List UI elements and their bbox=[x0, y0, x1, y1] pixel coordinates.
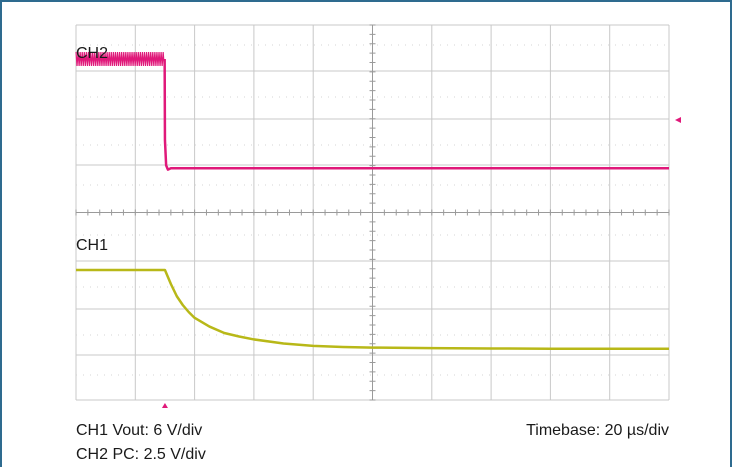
ch1-label: CH1 bbox=[76, 237, 108, 254]
ch2-scale-caption: CH2 PC: 2.5 V/div bbox=[76, 446, 206, 463]
ch2-ripple-band bbox=[75, 51, 165, 67]
ch1-scale-caption: CH1 Vout: 6 V/div bbox=[76, 422, 202, 439]
scope-markers bbox=[161, 117, 681, 408]
scope-grid bbox=[75, 24, 670, 401]
scope-traces bbox=[75, 51, 669, 350]
ch2-trace bbox=[163, 58, 669, 171]
trigger-position-marker bbox=[161, 403, 168, 408]
timebase-caption: Timebase: 20 µs/div bbox=[526, 422, 669, 439]
trigger-level-marker bbox=[675, 117, 681, 123]
ch2-label: CH2 bbox=[76, 45, 108, 62]
ch1-trace bbox=[76, 268, 669, 350]
